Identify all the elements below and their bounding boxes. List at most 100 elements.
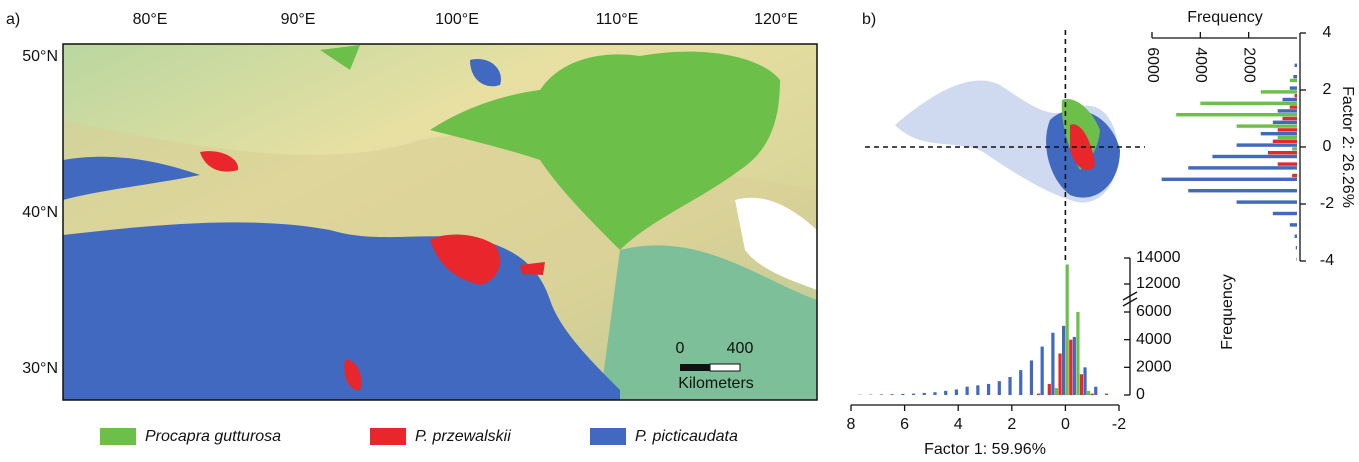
hist-bar (1290, 223, 1297, 226)
hist-bar (1188, 166, 1297, 169)
hist-bar (1200, 102, 1297, 105)
x-tick-label: -2 (1112, 416, 1126, 433)
x-tick-label: 8 (847, 416, 856, 433)
y-tick-label: 0 (1136, 386, 1145, 403)
hist-bar (966, 387, 969, 395)
y-tick-label: -2 (1320, 195, 1334, 212)
hist-bar (1292, 147, 1297, 150)
hist-bar (1295, 64, 1297, 67)
hist-bar (1087, 391, 1090, 395)
y-tick-label: 2 (1323, 81, 1332, 98)
lon-label: 110°E (596, 11, 639, 28)
hist-bar (1066, 265, 1069, 396)
hist-bar (1295, 235, 1297, 238)
scale-label: 400 (727, 340, 754, 357)
hist-bar (1293, 75, 1297, 78)
legend-swatch (100, 428, 136, 445)
legend-label: P. picticaudata (635, 428, 738, 445)
legend: Procapra gutturosa P. przewalskii P. picti… (100, 428, 738, 445)
hist-bar (1237, 124, 1297, 127)
x-tick-label: 2 (1007, 416, 1016, 433)
hist-bar (987, 384, 990, 395)
lon-label: 90°E (281, 11, 316, 28)
hist-bar (1278, 162, 1297, 165)
hist-bar (1069, 340, 1072, 395)
hist-bar (1212, 155, 1297, 158)
lat-label: 50°N (22, 48, 58, 65)
x-tick-label: 6000 (1144, 47, 1161, 83)
hist-bar (1278, 128, 1297, 131)
lon-label: 80°E (133, 11, 168, 28)
y-tick-label: -4 (1320, 252, 1334, 269)
panel-label: a) (6, 11, 20, 28)
x-axis-title: Frequency (1187, 9, 1263, 26)
hist-bar (1076, 312, 1079, 395)
scale-label: 0 (676, 340, 685, 357)
lon-labels: 80°E 90°E 100°E 110°E 120°E (133, 11, 798, 28)
hist-bar (1273, 140, 1297, 143)
hist-bar (1273, 121, 1297, 124)
legend-label: Procapra gutturosa (145, 428, 281, 445)
figure: a) 0 400 Kilometers 80°E 90°E 100°E 110°E 12… (0, 0, 1359, 462)
x-tick-label: 6 (900, 416, 909, 433)
lon-label: 120°E (754, 11, 798, 28)
legend-swatch (590, 428, 626, 445)
hist-bar (1019, 370, 1022, 395)
x-tick-label: 0 (1061, 416, 1070, 433)
y-tick-label: 4 (1323, 24, 1332, 41)
y-tick-label: 14000 (1136, 249, 1181, 266)
hist-bar (1041, 347, 1044, 395)
hist-bar (890, 394, 893, 395)
map: 0 400 Kilometers (63, 44, 817, 400)
hist-bar (1162, 178, 1297, 181)
hist-bar (1176, 113, 1297, 116)
hist-bar (1273, 212, 1297, 215)
hist-bar (1292, 174, 1297, 177)
hist-bar (1062, 326, 1065, 395)
hist-bar (1290, 105, 1297, 108)
hist-bar (1296, 246, 1297, 249)
bottom-histogram: 86420-2Factor 1: 59.96%02000400060001200… (847, 249, 1237, 458)
y-tick-label: 4000 (1136, 331, 1172, 348)
scale-segment (710, 364, 740, 371)
hist-bar (1083, 367, 1086, 395)
hist-bar (1283, 98, 1298, 101)
hist-bar (955, 389, 958, 395)
y-tick-label: 2000 (1136, 359, 1172, 376)
hist-bar (1051, 333, 1054, 395)
y-tick-label: 12000 (1136, 275, 1181, 292)
legend-swatch (370, 428, 406, 445)
hist-bar (1048, 384, 1051, 395)
y-tick-label: 6000 (1136, 303, 1172, 320)
hist-bar (1188, 189, 1297, 192)
y-axis-title: Factor 2: 26.26% (1339, 86, 1356, 208)
hist-bar (923, 393, 926, 395)
hist-bar (1008, 377, 1011, 395)
x-tick-label: 2000 (1240, 47, 1257, 83)
y-tick-label: 0 (1323, 138, 1332, 155)
hist-bar (1091, 394, 1094, 395)
x-tick-label: 4000 (1192, 47, 1209, 83)
hist-bar (1290, 79, 1297, 82)
hist-bar (880, 394, 883, 395)
hist-bar (1290, 86, 1297, 89)
hist-bar (1295, 94, 1297, 97)
hist-bar (1058, 354, 1061, 396)
hist-bar (1261, 90, 1297, 93)
hist-bar (1037, 394, 1040, 395)
hist-bar (1261, 132, 1297, 135)
lat-label: 40°N (22, 204, 58, 221)
hist-bar (912, 394, 915, 395)
hist-bar (1278, 136, 1297, 139)
legend-label: P. przewalskii (415, 428, 511, 445)
hist-bar (1080, 374, 1083, 395)
hist-bar (976, 385, 979, 395)
scale-segment (680, 364, 710, 371)
hist-bar (933, 392, 936, 395)
lon-label: 100°E (435, 11, 479, 28)
lat-label: 30°N (22, 360, 58, 377)
hist-bar (1278, 109, 1297, 112)
hist-bar (1094, 387, 1097, 395)
hist-bar (1073, 337, 1076, 395)
scatter-cloud (895, 81, 1120, 203)
